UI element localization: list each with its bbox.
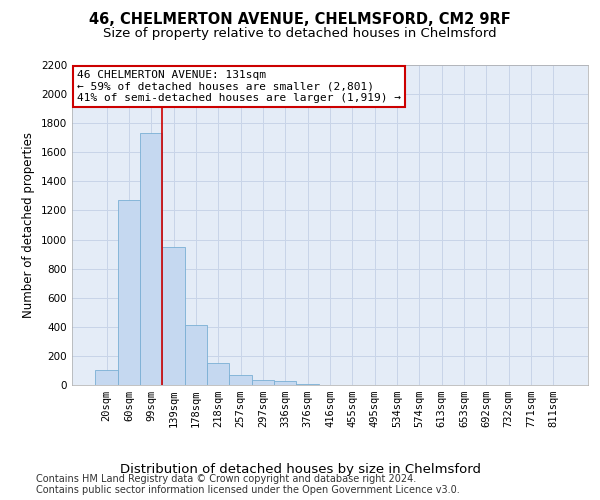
Bar: [207, 363, 229, 385]
Y-axis label: Number of detached properties: Number of detached properties: [22, 132, 35, 318]
Bar: [140, 134, 163, 385]
Text: 46 CHELMERTON AVENUE: 131sqm
← 59% of detached houses are smaller (2,801)
41% of: 46 CHELMERTON AVENUE: 131sqm ← 59% of de…: [77, 70, 401, 103]
Bar: [95, 370, 118, 385]
Bar: [296, 384, 319, 385]
Text: Contains public sector information licensed under the Open Government Licence v3: Contains public sector information licen…: [36, 485, 460, 495]
Bar: [185, 326, 207, 385]
Text: Size of property relative to detached houses in Chelmsford: Size of property relative to detached ho…: [103, 28, 497, 40]
Text: 46, CHELMERTON AVENUE, CHELMSFORD, CM2 9RF: 46, CHELMERTON AVENUE, CHELMSFORD, CM2 9…: [89, 12, 511, 28]
Text: Contains HM Land Registry data © Crown copyright and database right 2024.: Contains HM Land Registry data © Crown c…: [36, 474, 416, 484]
Text: Distribution of detached houses by size in Chelmsford: Distribution of detached houses by size …: [119, 462, 481, 475]
Bar: [252, 380, 274, 385]
Bar: [274, 382, 296, 385]
Bar: [163, 247, 185, 385]
Bar: [118, 200, 140, 385]
Bar: [229, 375, 252, 385]
